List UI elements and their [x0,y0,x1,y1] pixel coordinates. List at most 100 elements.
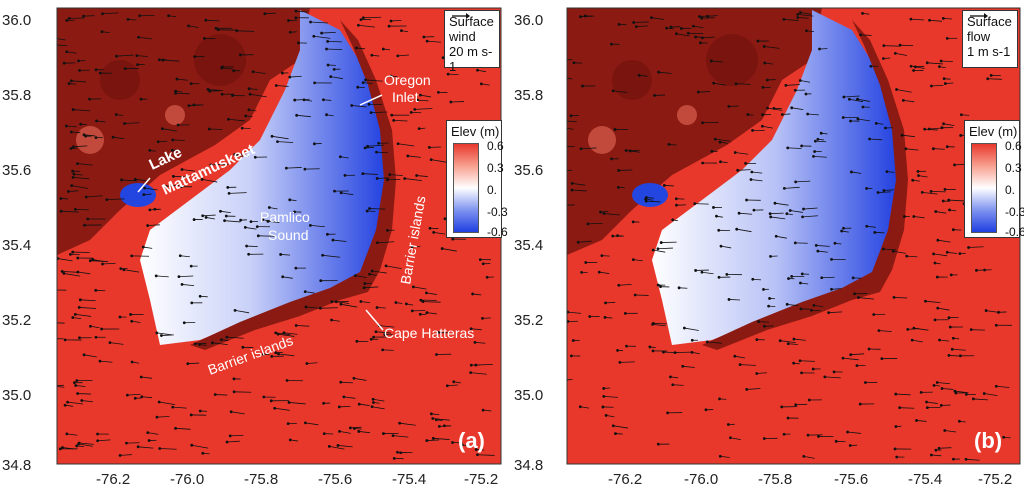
vector-arrow-head [579,147,583,151]
vector-arrow [652,323,666,327]
vector-arrow-head [614,432,617,435]
vector-arrow [776,235,787,239]
colorbar-label: -0.3 [1005,205,1024,219]
y-tick: 35.8 [2,87,31,104]
vector-arrow-head [881,57,885,60]
vector-arrow [181,284,195,287]
vector-arrow-head [790,274,794,278]
vector-arrow-head [784,84,788,87]
vector-arrow-head [925,61,929,65]
vector-arrow-head [174,89,178,93]
vector-arrow [397,54,410,57]
vector-arrow-head [62,61,66,65]
vector-arrow-head [429,158,433,162]
vector-arrow [784,186,800,189]
vector-arrow-head [785,212,789,216]
vector-arrow [895,53,908,56]
vector-arrow [106,198,125,200]
vector-arrow [613,90,628,93]
vector-arrow [913,216,925,219]
vector-arrow [337,445,353,448]
vector-arrow [162,128,178,132]
vector-arrow-head [872,313,876,316]
vector-arrow-head [243,226,247,229]
vector-arrow [603,213,620,216]
vector-arrow-head [288,30,292,34]
vector-arrow [77,163,93,166]
vector-arrow [787,147,802,149]
y-tick: 35.2 [2,312,31,329]
vector-arrow-head [675,203,678,207]
vector-arrow-head [602,212,606,215]
colorbar-label: -0.6 [1005,225,1024,239]
vector-arrow-head [617,22,621,26]
vector-arrow-head [70,184,74,188]
vector-arrow-head [694,35,698,39]
vector-arrow [327,40,342,43]
vector-arrow [646,200,661,203]
vector-arrow-head [656,442,660,446]
vector-arrow-head [202,36,206,40]
vector-arrow-head [827,311,831,315]
vector-arrow [943,18,952,20]
y-tick: 36.0 [514,12,543,29]
vector-arrow [869,138,883,141]
vector-arrow [658,71,672,74]
vector-arrow-head [941,17,945,20]
vector-arrow-head [930,84,933,88]
vector-label-1: Surface [449,14,494,29]
vector-arrow-head [942,122,945,126]
vector-arrow [66,51,77,54]
vector-arrow [720,245,732,249]
vector-arrow [797,17,809,19]
vector-arrow-head [947,354,951,357]
vector-arrow-head [332,67,336,71]
vector-arrow-head [339,302,343,306]
colorbar-label: -0.3 [487,205,508,219]
vector-arrow-head [936,238,940,242]
vector-arrow-head [133,396,137,400]
vector-arrow-head [262,395,266,399]
vector-arrow-head [719,244,723,248]
vector-arrow-head [925,400,928,404]
vector-arrow-head [834,439,838,443]
vector-arrow [162,59,180,62]
vector-arrow-head [398,421,402,425]
vector-arrow-head [91,258,95,261]
vector-arrow [790,210,803,213]
vector-arrow-head [916,170,920,173]
vector-arrow-head [597,270,601,274]
vector-arrow [121,179,138,182]
vector-arrow-head [718,454,722,458]
vector-arrow-head [440,247,444,250]
vector-arrow-head [894,392,898,396]
vector-arrow [986,310,998,313]
vector-field-wind [57,9,499,460]
vector-arrow-head [389,74,393,78]
vector-arrow [943,123,955,127]
vector-arrow-head [920,190,924,194]
vector-arrow-head [247,252,251,256]
vector-arrow-head [718,397,721,401]
vector-arrow-head [125,393,129,397]
vector-arrow [158,140,168,143]
vector-arrow-head [192,103,196,107]
vector-arrow [903,99,915,103]
vector-arrow-head [155,331,159,335]
vector-arrow-head [239,218,243,222]
vector-arrow [817,250,828,253]
vector-arrow [821,276,835,279]
vector-arrow-head [312,34,316,38]
vector-arrow-head [72,145,75,149]
vector-arrow [762,125,774,129]
vector-arrow-head [216,28,220,32]
vector-arrow-head [610,157,613,161]
vector-arrow-head [675,32,678,36]
vector-arrow-head [280,71,284,75]
vector-arrow-head [900,133,904,137]
vector-arrow [322,254,341,258]
vector-arrow-head [101,262,104,266]
vector-arrow-head [403,177,407,180]
vector-arrow-head [874,121,878,125]
vector-arrow-head [123,67,127,71]
